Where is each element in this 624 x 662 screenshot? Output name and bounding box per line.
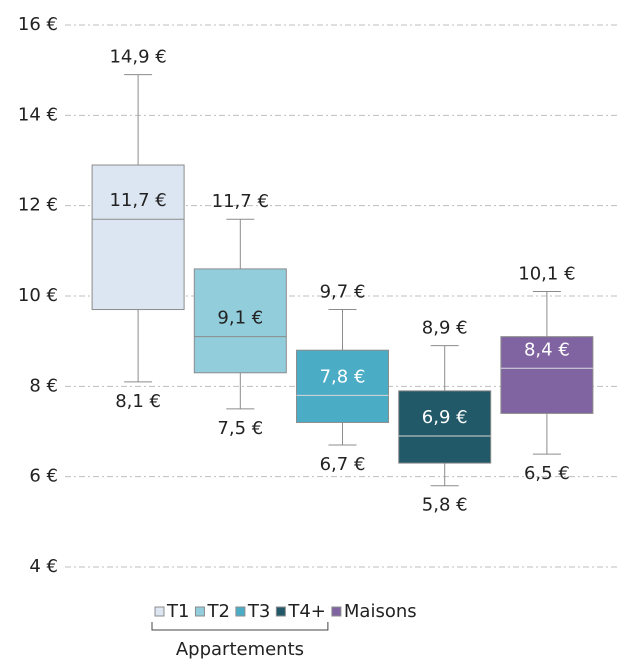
legend-marker: [194, 606, 205, 617]
legend-marker: [275, 606, 286, 617]
y-tick-label: 14 €: [18, 104, 58, 125]
legend-label: T3: [247, 601, 270, 622]
y-tick-label: 12 €: [18, 195, 58, 216]
median-label: 7,8 €: [320, 366, 366, 387]
max-label: 11,7 €: [212, 191, 269, 212]
legend-label: T2: [206, 601, 229, 622]
box: [91, 164, 185, 311]
max-label: 14,9 €: [109, 47, 166, 68]
legend-bracket: [151, 622, 329, 631]
box: [500, 336, 594, 414]
y-tick-label: 8 €: [29, 375, 58, 396]
y-tick-label: 6 €: [29, 466, 58, 487]
y-tick-label: 4 €: [29, 556, 58, 577]
y-tick-label: 10 €: [18, 285, 58, 306]
median-label: 8,4 €: [524, 339, 570, 360]
median-label: 6,9 €: [422, 407, 468, 428]
box: [398, 390, 492, 464]
median-label: 11,7 €: [109, 190, 166, 211]
box: [296, 349, 389, 423]
max-label: 8,9 €: [422, 318, 468, 339]
legend-marker: [331, 606, 342, 617]
legend-label: Maisons: [344, 601, 417, 622]
legend-group-label: Appartements: [176, 639, 304, 660]
min-label: 8,1 €: [115, 391, 161, 412]
legend-marker: [235, 606, 246, 617]
min-label: 5,8 €: [422, 495, 468, 516]
min-label: 7,5 €: [217, 418, 263, 439]
min-label: 6,5 €: [524, 463, 570, 484]
max-label: 9,7 €: [320, 282, 366, 303]
min-label: 6,7 €: [320, 454, 366, 475]
legend-label: T1: [166, 601, 189, 622]
box: [193, 268, 287, 374]
legend-marker: [154, 606, 165, 617]
y-tick-label: 16 €: [18, 14, 58, 35]
median-label: 9,1 €: [217, 308, 263, 329]
max-label: 10,1 €: [518, 263, 575, 284]
legend-label: T4+: [287, 601, 326, 622]
